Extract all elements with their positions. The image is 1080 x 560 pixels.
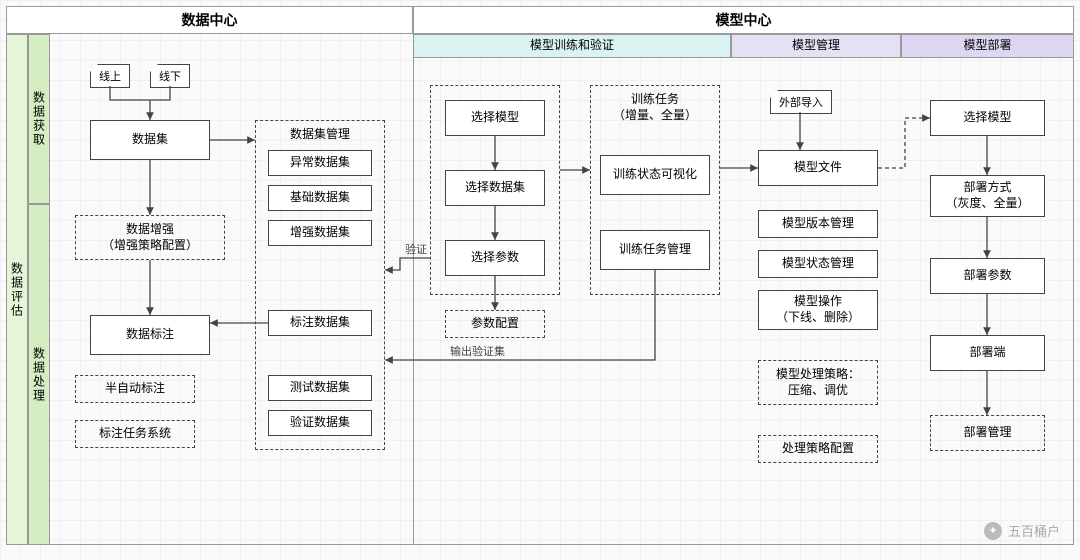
tab-data-acquire: 数据获取 [28, 34, 50, 204]
subheader-manage: 模型管理 [731, 34, 901, 58]
node-select-data: 选择数据集 [445, 170, 545, 206]
node-model-file: 模型文件 [758, 150, 878, 186]
wechat-icon: ✦ [984, 522, 1002, 540]
node-ver-mgmt: 模型版本管理 [758, 210, 878, 238]
node-param-cfg: 参数配置 [445, 310, 545, 338]
tab-data-process: 数据处理 [28, 204, 50, 545]
header-model-center: 模型中心 [413, 6, 1074, 34]
node-annotate: 数据标注 [90, 315, 210, 355]
node-select-param: 选择参数 [445, 240, 545, 276]
node-proc-strat: 模型处理策略： 压缩、调优 [758, 360, 878, 405]
node-deploy-select: 选择模型 [930, 100, 1045, 136]
watermark-text: 五百桶户 [1008, 521, 1060, 540]
node-ds-label: 标注数据集 [268, 310, 372, 336]
node-ds-valid: 验证数据集 [268, 410, 372, 436]
vsep-main [413, 6, 414, 545]
tab-data-eval: 数据评估 [6, 34, 28, 545]
node-state-mgmt: 模型状态管理 [758, 250, 878, 278]
node-select-model: 选择模型 [445, 100, 545, 136]
node-dataset: 数据集 [90, 120, 210, 160]
node-deploy-end: 部署端 [930, 335, 1045, 371]
node-model-ops: 模型操作 （下线、删除） [758, 290, 878, 330]
node-task-vis: 训练状态可视化 [600, 155, 710, 195]
node-deploy-mgmt: 部署管理 [930, 415, 1045, 451]
node-deploy-mode: 部署方式 （灰度、全量） [930, 175, 1045, 217]
node-task-mgmt: 训练任务管理 [600, 230, 710, 270]
subheader-deploy: 模型部署 [901, 34, 1074, 58]
node-ds-abnormal: 异常数据集 [268, 150, 372, 176]
subheader-train: 模型训练和验证 [413, 34, 731, 58]
node-ds-aug: 增强数据集 [268, 220, 372, 246]
node-task-sys: 标注任务系统 [75, 420, 195, 448]
node-semi-auto: 半自动标注 [75, 375, 195, 403]
tag-ext-import: 外部导入 [770, 90, 832, 114]
node-ds-test: 测试数据集 [268, 375, 372, 401]
node-ds-base: 基础数据集 [268, 185, 372, 211]
node-deploy-param: 部署参数 [930, 258, 1045, 294]
node-strat-cfg: 处理策略配置 [758, 435, 878, 463]
tag-offline: 线下 [150, 64, 190, 88]
node-augment: 数据增强 （增强策略配置） [75, 215, 225, 260]
tag-online: 线上 [90, 64, 130, 88]
watermark: ✦ 五百桶户 [984, 521, 1060, 540]
header-data-center: 数据中心 [6, 6, 413, 34]
